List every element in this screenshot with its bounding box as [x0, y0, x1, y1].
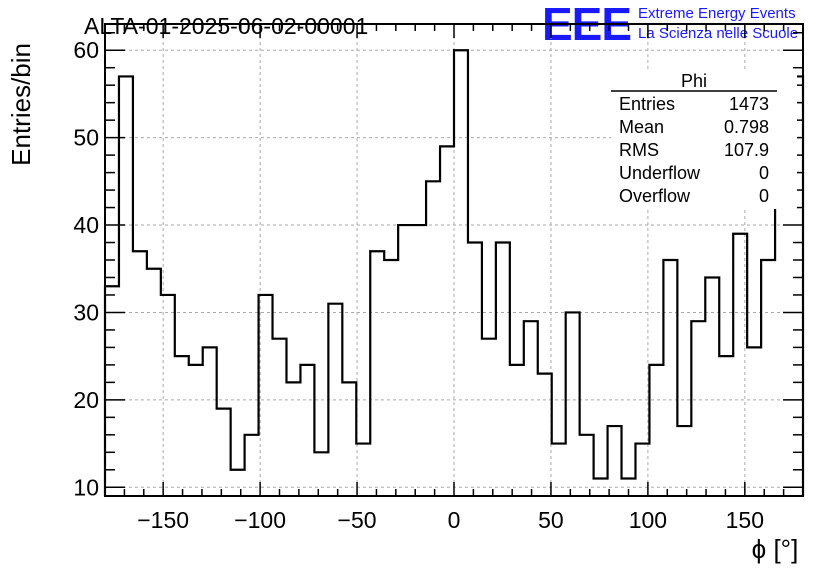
x-tick-label: −100: [234, 507, 286, 533]
stats-value-mean: 0.798: [724, 117, 769, 137]
tick-labels: −150 −100 −50 0 50 100 150 10 20 30 40 50 60: [73, 37, 764, 533]
y-tick-label: 20: [73, 387, 99, 413]
x-tick-label: 0: [448, 507, 461, 533]
stats-label-underflow: Underflow: [619, 163, 701, 183]
stats-label-rms: RMS: [619, 140, 659, 160]
stats-value-underflow: 0: [759, 163, 769, 183]
axis-ticks: [104, 24, 804, 496]
x-axis-label: ϕ [°]: [752, 534, 799, 564]
chart-title: ALTA-01-2025-06-02-00001: [84, 13, 368, 39]
x-tick-label: 150: [726, 507, 764, 533]
y-tick-label: 50: [73, 125, 99, 151]
stats-title: Phi: [681, 71, 707, 91]
stats-background: [611, 69, 797, 209]
y-tick-label: 30: [73, 299, 99, 325]
logo-line-2: La Scienza nelle Scuole: [638, 25, 798, 42]
stats-label-mean: Mean: [619, 117, 664, 137]
y-tick-label: 60: [73, 37, 99, 63]
stats-value-entries: 1473: [729, 94, 769, 114]
stats-value-rms: 107.9: [724, 140, 769, 160]
y-tick-label: 40: [73, 212, 99, 238]
stats-box: Phi Entries 1473 Mean 0.798 RMS 107.9 Un…: [611, 69, 797, 209]
stats-label-entries: Entries: [619, 94, 675, 114]
x-tick-label: 50: [538, 507, 564, 533]
y-axis-label: Entries/bin: [6, 43, 36, 166]
x-tick-label: −50: [338, 507, 377, 533]
histogram-line: [103, 49, 805, 496]
x-tick-label: 100: [629, 507, 667, 533]
logo-line-1: Extreme Energy Events: [638, 5, 796, 22]
stats-value-overflow: 0: [759, 186, 769, 206]
stats-label-overflow: Overflow: [619, 186, 691, 206]
x-tick-label: −150: [137, 507, 189, 533]
y-tick-label: 10: [73, 474, 99, 500]
